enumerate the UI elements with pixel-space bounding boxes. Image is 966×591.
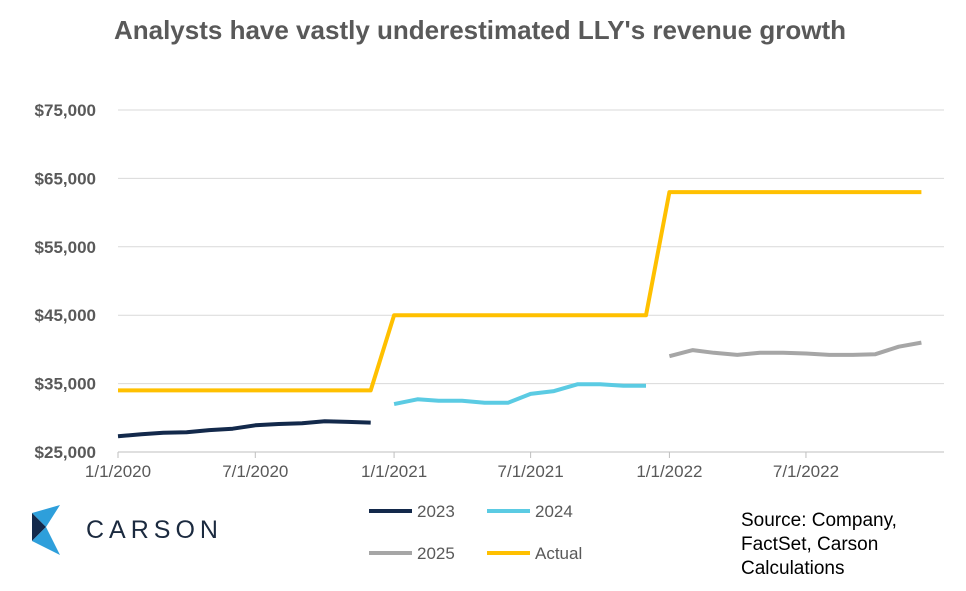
x-axis-tick-labels: 1/1/2020 7/1/2020 1/1/2021 7/1/2021 1/1/2022…	[85, 462, 839, 481]
legend-label-2023: 2023	[417, 502, 455, 521]
chart-title: Analysts have vastly underestimated LLY'…	[113, 15, 847, 45]
x-tick-label: 1/1/2022	[636, 462, 702, 481]
x-tick-label: 1/1/2021	[361, 462, 427, 481]
source-note: Source: Company, FactSet, Carson Calcula…	[741, 510, 897, 579]
y-axis-tick-labels: $25,000 $35,000 $45,000 $55,000 $65,000 $75,0…	[35, 101, 96, 462]
series-line-2025	[668, 340, 922, 359]
y-tick-label: $65,000	[35, 169, 96, 188]
x-tick-label: 1/1/2020	[85, 462, 151, 481]
carson-logo	[32, 505, 66, 560]
y-tick-label: $35,000	[35, 375, 96, 394]
y-tick-label: $75,000	[35, 101, 96, 120]
logo-text: CARSON	[86, 516, 223, 544]
legend-label-2024: 2024	[535, 502, 573, 521]
y-tick-label: $25,000	[35, 443, 96, 462]
x-tick-label: 7/1/2021	[498, 462, 564, 481]
series-line-2023	[117, 419, 371, 439]
x-tick-label: 7/1/2020	[222, 462, 288, 481]
x-tick-label: 7/1/2022	[773, 462, 839, 481]
gridlines	[117, 109, 944, 458]
y-tick-label: $45,000	[35, 306, 96, 325]
carson-logo-icon	[32, 505, 60, 555]
legend-label-actual: Actual	[535, 544, 582, 563]
legend-label-2025: 2025	[417, 544, 455, 563]
series-lines	[117, 190, 922, 439]
legend: 2023 2024 2025 Actual	[369, 502, 582, 563]
series-line-actual	[118, 190, 922, 393]
series-line-2024	[393, 382, 646, 407]
y-tick-label: $55,000	[35, 238, 96, 257]
